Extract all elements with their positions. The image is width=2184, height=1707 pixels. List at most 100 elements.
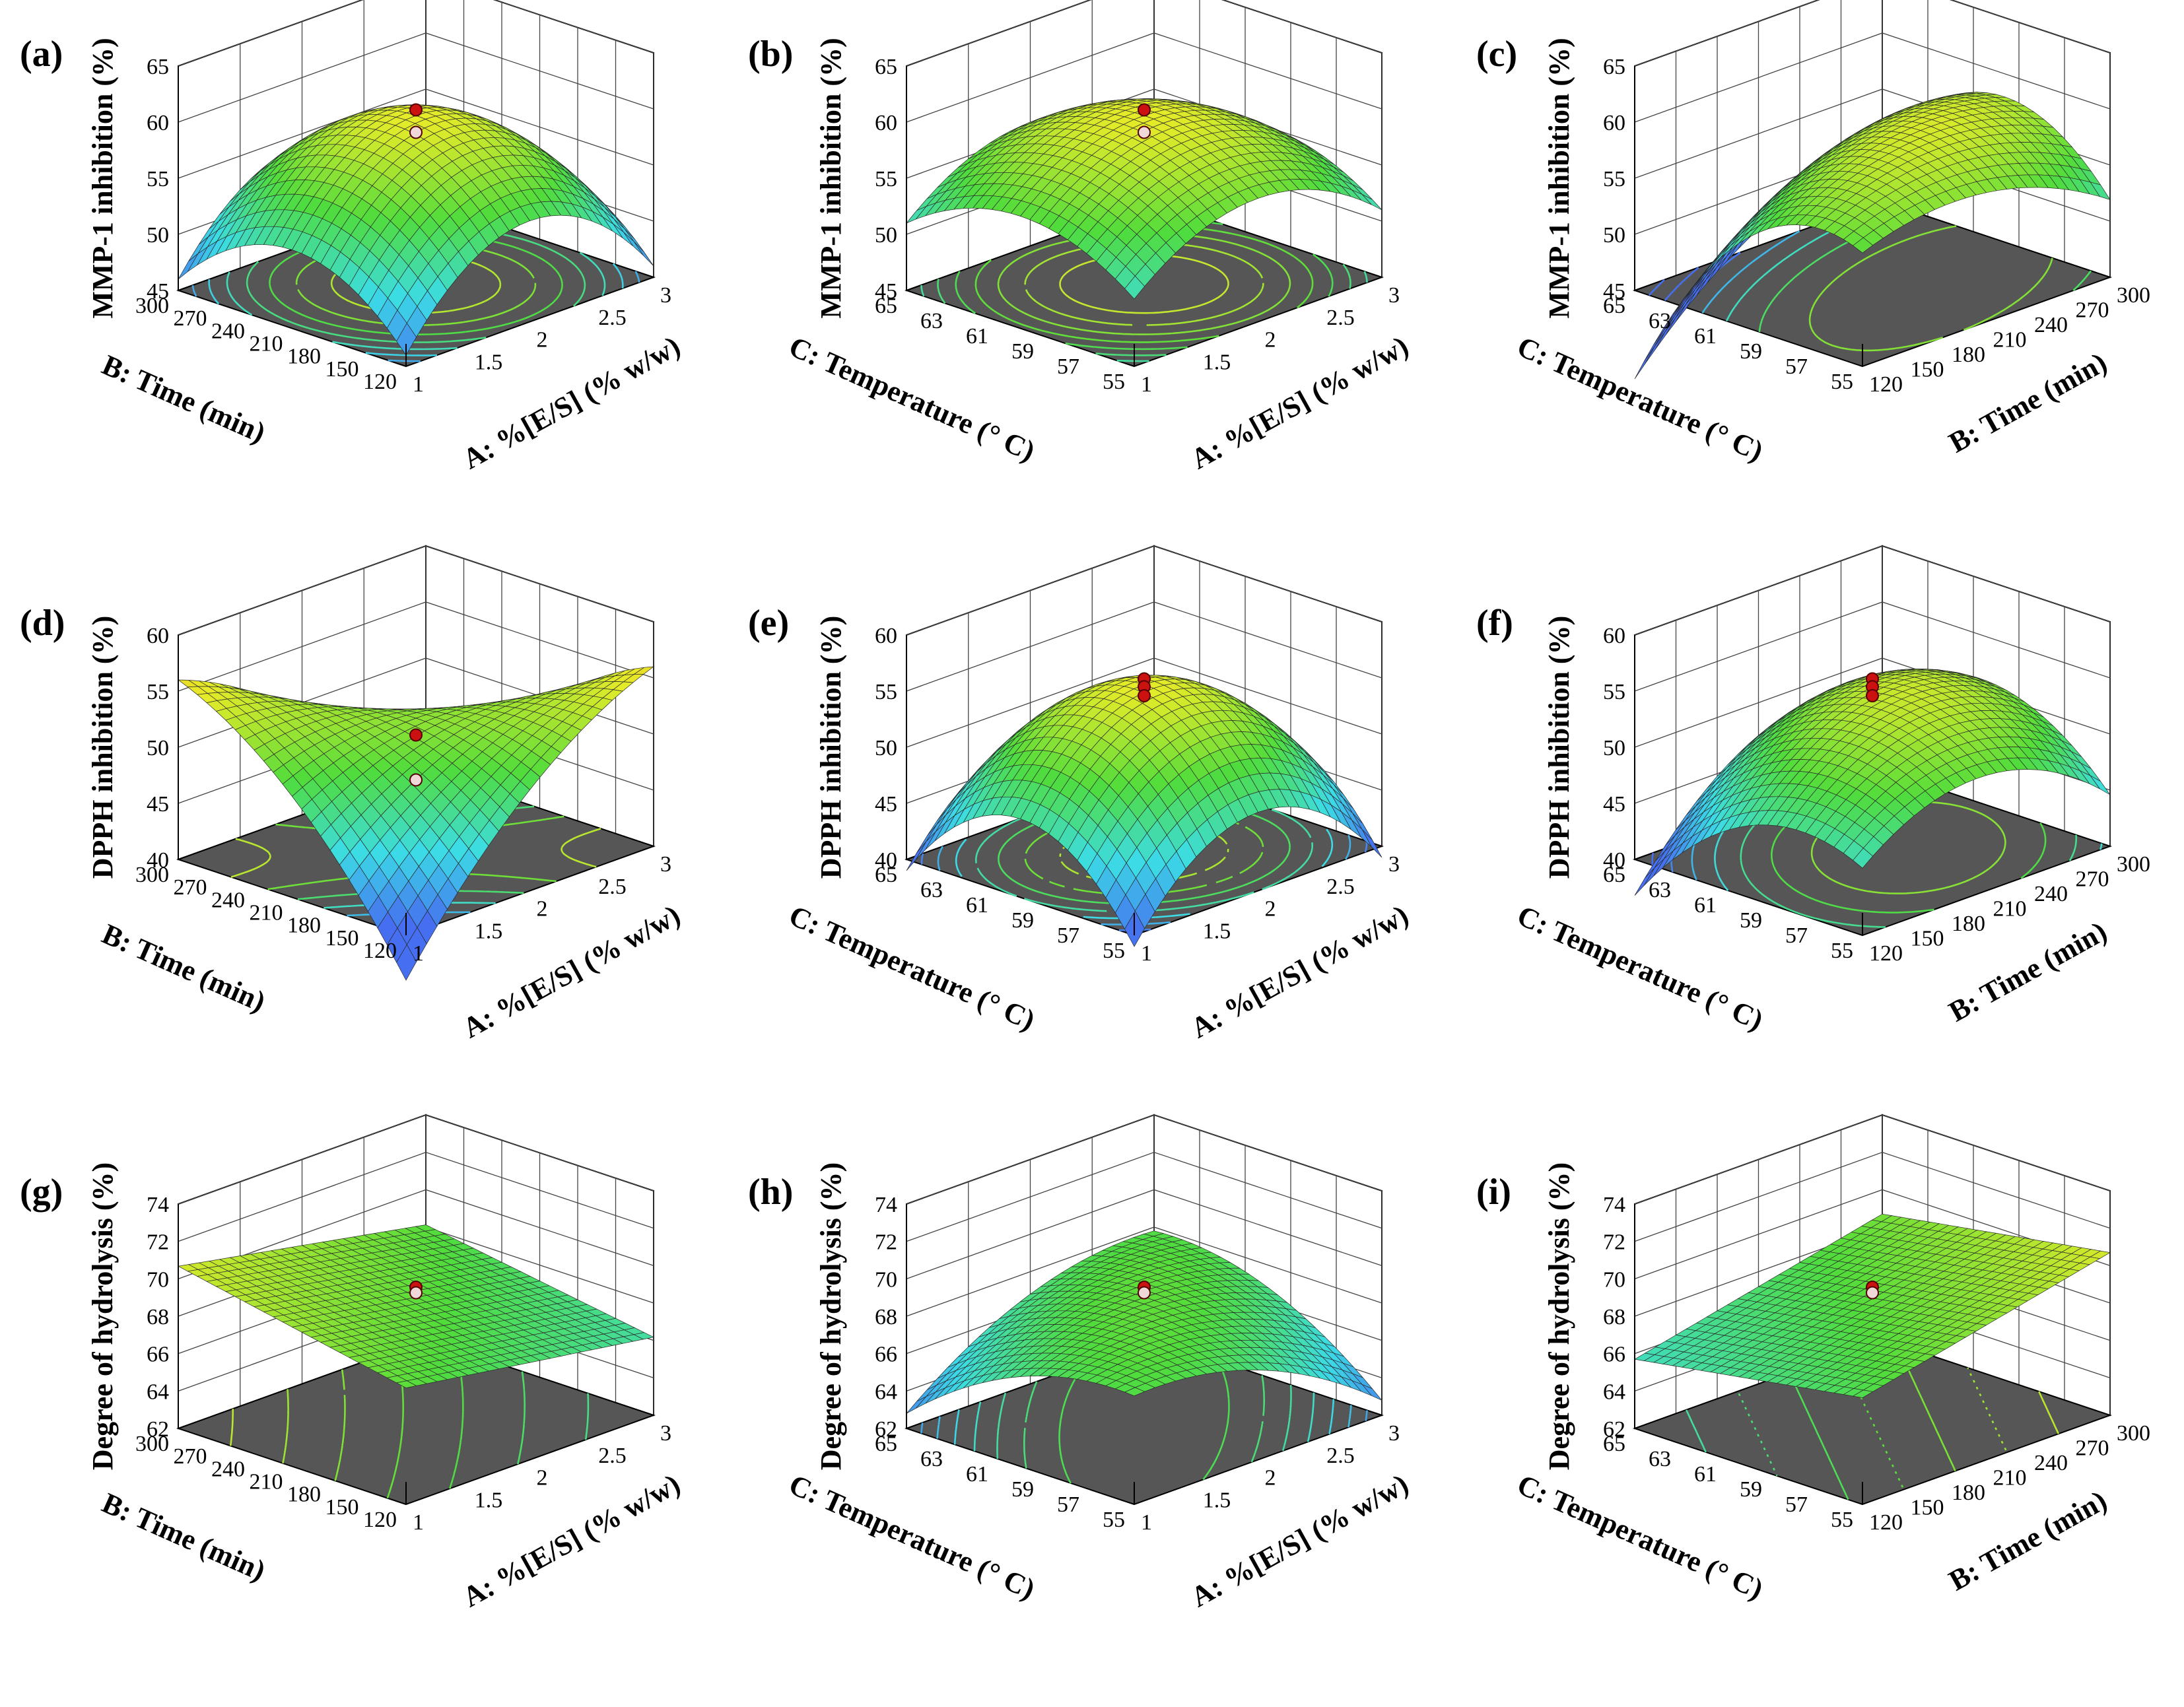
design-point (1138, 689, 1151, 702)
panel-label: (a) (20, 34, 63, 75)
response-surface (906, 98, 1382, 300)
left-axis-tick: 150 (325, 926, 359, 951)
z-tick-label: 60 (875, 624, 897, 648)
left-axis-tick: 150 (325, 1495, 359, 1520)
left-axis-tick: 57 (1785, 354, 1808, 379)
left-axis-tick: 210 (250, 1470, 283, 1494)
surface-cell (396, 322, 417, 356)
left-axis-tick: 55 (1103, 370, 1125, 394)
design-point (409, 103, 423, 117)
right-axis-tick: 240 (2034, 313, 2068, 337)
left-axis-tick: 65 (1603, 863, 1625, 887)
left-axis-label: B: Time (min) (97, 349, 270, 449)
left-axis-tick: 59 (1011, 908, 1034, 933)
left-axis-tick: 63 (920, 309, 943, 333)
z-tick-label: 60 (875, 111, 897, 135)
right-axis-tick: 150 (1911, 927, 1944, 951)
contour-line (1648, 279, 1665, 296)
contour-line (997, 232, 1291, 335)
z-axis-label: DPPH inhibition (%) (1543, 616, 1575, 879)
right-axis-tick: 210 (1993, 897, 2027, 921)
z-axis-label: MMP-1 inhibition (%) (86, 38, 119, 318)
left-axis-tick: 57 (1785, 923, 1808, 948)
left-axis-tick: 55 (1103, 939, 1125, 963)
z-tick-label: 50 (147, 223, 169, 248)
right-axis-tick: 3 (1388, 283, 1400, 308)
z-tick-label: 70 (147, 1267, 169, 1292)
left-axis-tick: 150 (325, 357, 359, 382)
response-surface (1634, 92, 2111, 380)
left-axis-tick: 300 (135, 1432, 169, 1456)
right-axis-tick: 180 (1952, 343, 1985, 367)
right-axis-tick: 120 (1869, 372, 1903, 397)
left-axis-tick: 61 (1694, 324, 1717, 349)
z-tick-label: 65 (1603, 55, 1625, 79)
design-point (1138, 125, 1151, 139)
right-axis-tick: 150 (1911, 358, 1944, 382)
right-axis-tick: 270 (2076, 867, 2109, 892)
left-axis-tick: 120 (363, 370, 397, 394)
right-axis-tick: 1.5 (475, 350, 503, 374)
right-axis-tick: 270 (2076, 298, 2109, 323)
z-tick-label: 45 (875, 279, 897, 304)
right-axis-tick: 1.5 (475, 1488, 503, 1512)
left-axis-tick: 270 (174, 1444, 207, 1469)
right-axis-tick: 1 (413, 1510, 424, 1535)
z-axis-label: DPPH inhibition (%) (815, 616, 847, 879)
right-axis-tick: 180 (1952, 912, 1985, 936)
left-axis-tick: 300 (135, 863, 169, 887)
z-tick-label: 50 (875, 223, 897, 248)
right-axis-tick: 2 (537, 897, 548, 921)
left-axis-tick: 240 (211, 888, 245, 912)
surface-cell (1124, 275, 1145, 300)
response-surface (178, 104, 654, 356)
z-tick-label: 72 (147, 1230, 169, 1255)
right-axis-tick: 3 (660, 852, 671, 877)
left-axis-tick: 120 (363, 939, 397, 963)
contour-line (269, 232, 563, 335)
left-axis-tick: 180 (287, 914, 321, 938)
right-axis-tick: 2.5 (598, 875, 627, 899)
left-axis-tick: 59 (1740, 908, 1762, 933)
right-axis-tick: 1.5 (1203, 350, 1231, 374)
left-axis-tick: 120 (363, 1508, 397, 1532)
z-tick-label: 55 (147, 167, 169, 191)
design-point (1866, 689, 1879, 702)
left-axis-tick: 63 (1649, 878, 1671, 902)
right-axis-tick: 1.5 (1203, 919, 1231, 943)
left-axis-tick: 210 (250, 901, 283, 925)
z-tick-label: 50 (147, 736, 169, 760)
z-tick-label: 60 (147, 111, 169, 135)
right-axis-tick: 3 (660, 1421, 671, 1446)
z-tick-label: 64 (147, 1380, 169, 1404)
left-axis-label: C: Temperature (° C) (1513, 330, 1768, 467)
right-axis-tick: 2.5 (1326, 875, 1355, 899)
contour-line (1664, 267, 1699, 302)
surface-cell (1645, 331, 1665, 364)
z-axis-label: Degree of hydrolysis (%) (86, 1162, 119, 1470)
left-axis-tick: 65 (1603, 294, 1625, 318)
right-axis-tick: 3 (1388, 852, 1400, 877)
right-axis-tick: 2 (537, 328, 548, 352)
left-axis-label: C: Temperature (° C) (784, 899, 1040, 1036)
left-axis-tick: 61 (966, 324, 988, 349)
left-axis-tick: 180 (287, 1483, 321, 1507)
right-axis-tick: 2 (1265, 328, 1276, 352)
left-axis-tick: 63 (1649, 309, 1671, 333)
z-tick-label: 55 (875, 167, 897, 191)
z-tick-label: 45 (875, 792, 897, 817)
right-axis-tick: 240 (2034, 882, 2068, 906)
right-axis-tick: 2.5 (598, 306, 627, 330)
right-axis-tick: 1.5 (475, 919, 503, 943)
panel-label: (f) (1476, 603, 1513, 644)
design-point (409, 1286, 423, 1300)
left-axis-tick: 61 (966, 893, 988, 918)
panel-label: (c) (1476, 34, 1517, 75)
left-axis-tick: 240 (211, 319, 245, 343)
